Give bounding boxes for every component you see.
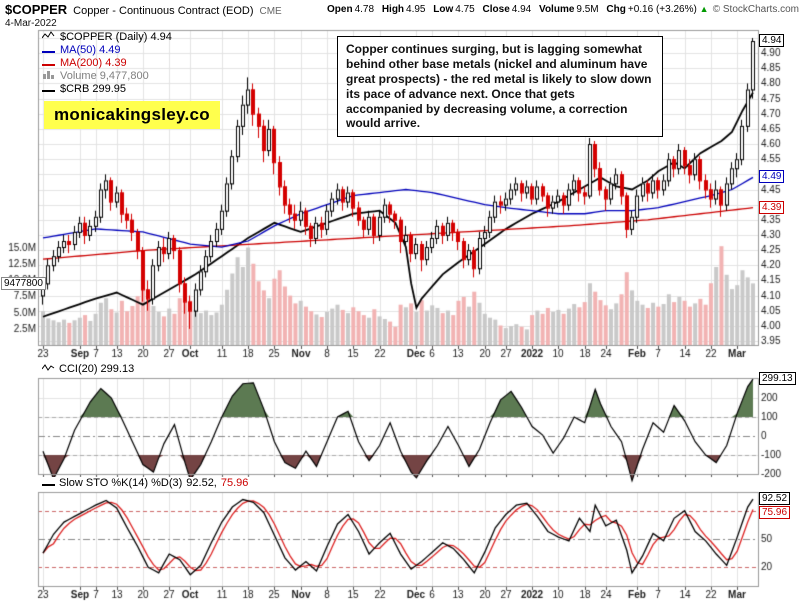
chart-title: Copper - Continuous Contract (EOD) (73, 5, 254, 17)
chg-value: +0.16 (+3.26%) (627, 4, 697, 15)
legend-ma50: MA(50) 4.49 (60, 44, 121, 56)
close-value: 4.94 (511, 4, 532, 15)
price-axis-current-box: 4.94 (759, 34, 785, 47)
volume-label: Volume (539, 4, 575, 15)
cci-legend: CCI(20) 299.13 (41, 363, 139, 375)
low-label: Low (433, 4, 454, 15)
copyright: © StockCharts.com (712, 4, 799, 15)
ma200-line-icon (42, 57, 56, 70)
volume-bars-icon (42, 70, 56, 83)
legend-crb: $CRB 299.95 (60, 83, 127, 95)
chg-label: Chg (606, 4, 626, 15)
open-label: Open (327, 4, 353, 15)
legend-ma200: MA(200) 4.39 (60, 57, 127, 69)
sto-k-value: 92.52, (186, 477, 217, 489)
volume-axis-current-box: 9477800 (1, 277, 46, 290)
sto-d-value: 75.96 (220, 477, 249, 489)
exchange-label: CME (259, 6, 282, 17)
chart-date: 4-Mar-2022 (5, 18, 57, 29)
ma50-line-icon (42, 44, 56, 57)
watermark: monicakingsley.co (44, 101, 220, 129)
sto-d-axis-box: 75.96 (759, 506, 791, 519)
crb-line-icon (42, 83, 56, 96)
legend-volume: Volume 9,477,800 (60, 70, 149, 82)
high-value: 4.95 (406, 4, 426, 15)
cci-axis-current-box: 299.13 (759, 372, 796, 385)
legend-price: $COPPER (Daily) 4.94 (60, 31, 172, 43)
volume-value: 9.5M (576, 4, 599, 15)
ma200-axis-box: 4.39 (759, 201, 785, 214)
sto-k-axis-box: 92.52 (759, 492, 791, 505)
high-label: High (381, 4, 405, 15)
low-value: 4.75 (455, 4, 475, 15)
annotation-box: Copper continues surging, but is lagging… (337, 36, 663, 138)
cci-label: CCI(20) 299.13 (59, 363, 135, 375)
up-arrow-icon: ▲ (699, 4, 709, 14)
open-value: 4.78 (354, 4, 375, 15)
chart-header: $COPPER Copper - Continuous Contract (EO… (5, 2, 282, 17)
sto-label: Slow STO %K(14) %D(3) (59, 477, 183, 489)
sto-legend: Slow STO %K(14) %D(3) 92.52, 75.96 (42, 477, 253, 489)
close-label: Close (482, 4, 510, 15)
price-series-icon (41, 31, 56, 44)
ma50-axis-box: 4.49 (759, 170, 785, 183)
symbol-label: $COPPER (5, 2, 68, 17)
cci-series-icon (41, 363, 55, 375)
main-legend: $COPPER (Daily) 4.94 MA(50) 4.49 MA(200)… (41, 31, 172, 96)
quote-strip: Open 4.78 High 4.95 Low 4.75 Close 4.94 Volu… (322, 4, 709, 15)
sto-series-icon (42, 477, 55, 489)
